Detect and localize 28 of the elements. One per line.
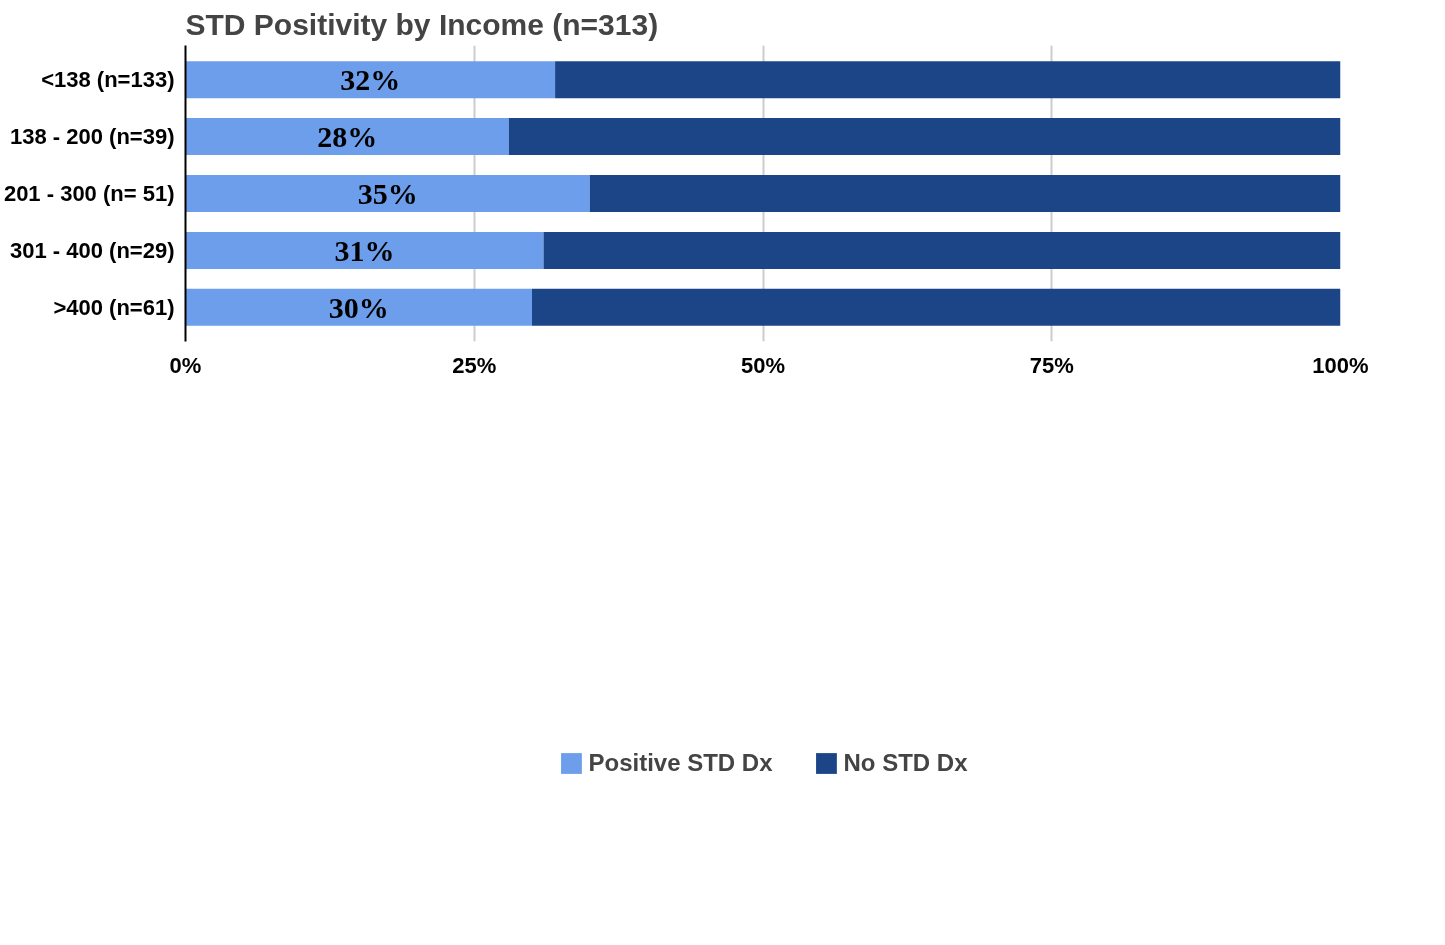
data-label: 30% [328, 290, 389, 324]
bar [185, 175, 590, 212]
x-tick-label: 25% [452, 352, 497, 378]
data-label: 32% [340, 63, 401, 97]
bar [185, 61, 556, 99]
legend-label: No STD Dx [843, 749, 968, 777]
x-tick-label: 75% [1029, 352, 1074, 378]
data-label: 31% [334, 233, 395, 267]
bar [532, 288, 1341, 326]
bar [555, 61, 1341, 99]
y-tick-label: 301 - 400 (n=29) [10, 237, 175, 263]
x-tick-label: 0% [169, 352, 202, 378]
bar [185, 288, 532, 326]
bar [185, 118, 509, 156]
legend-label: Positive STD Dx [588, 749, 773, 777]
data-label: 28% [317, 120, 378, 154]
bar [185, 231, 544, 269]
bar [508, 118, 1341, 156]
bar [543, 231, 1341, 269]
x-tick-label: 50% [740, 352, 786, 378]
data-label: 35% [357, 177, 418, 210]
y-tick-label: >400 (n=61) [53, 294, 175, 320]
y-tick-label: <138 (n=133) [41, 67, 175, 93]
y-tick-label: 138 - 200 (n=39) [10, 124, 175, 150]
bar [589, 175, 1341, 212]
chart-title: STD Positivity by Income (n=313) [185, 7, 659, 41]
x-tick-label: 100% [1312, 352, 1369, 378]
y-tick-label: 201 - 300 (n= 51) [3, 181, 175, 206]
